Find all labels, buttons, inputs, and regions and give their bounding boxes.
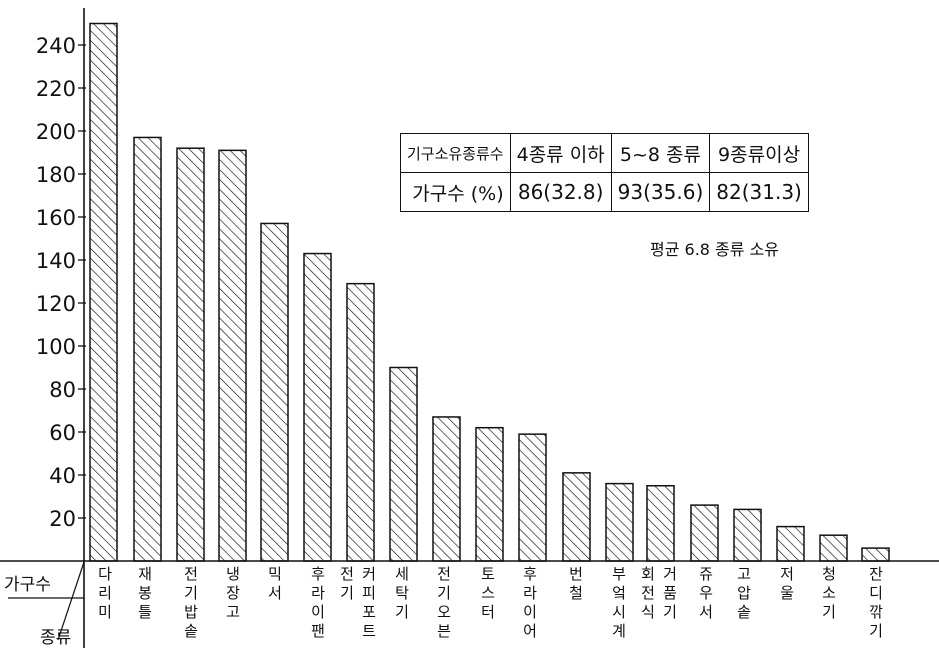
y-tick-label: 80: [49, 378, 76, 402]
bar-전기오븐: [432, 416, 461, 562]
table-column-header: 9종류이상: [709, 133, 809, 173]
table-column-header: 5~8 종류: [610, 133, 711, 173]
y-tick-label: 160: [36, 206, 76, 230]
table-row-label: 가구수 (%): [400, 172, 511, 212]
table-cell: 82(31.3): [709, 172, 809, 212]
bar-부엌시계: [605, 482, 634, 562]
y-tick-label: 180: [36, 163, 76, 187]
corner-label-types: 종류: [40, 628, 71, 648]
y-tick-label: 240: [36, 34, 76, 58]
bar-고압솥: [733, 508, 762, 562]
bar-전기밥솥: [176, 147, 205, 562]
y-tick-label: 200: [36, 120, 76, 144]
y-tick-label: 100: [36, 335, 76, 359]
bar-토스터: [475, 426, 504, 562]
corner-divider: [57, 561, 85, 641]
average-note: 평균 6.8 종류 소유: [650, 240, 780, 259]
ownership-summary-table: 기구소유종류수 4종류 이하 5~8 종류 9종류이상 가구수 (%) 86(3…: [400, 133, 809, 212]
table-cell: 93(35.6): [610, 172, 711, 212]
table-row: 가구수 (%) 86(32.8) 93(35.6) 82(31.3): [400, 172, 809, 212]
bar-후라이어: [518, 433, 547, 562]
bar-재봉틀: [133, 136, 162, 562]
bar-잔디깎기: [861, 547, 890, 562]
bar-다리미: [89, 22, 118, 562]
y-tick-label: 140: [36, 249, 76, 273]
y-tick-label: 20: [49, 507, 76, 531]
bar-후라이팬: [303, 252, 332, 562]
y-tick-label: 220: [36, 77, 76, 101]
y-tick-label: 40: [49, 464, 76, 488]
bar-믹서: [260, 222, 289, 562]
bar-청소기: [819, 534, 848, 562]
bar-쥬우서: [690, 504, 719, 562]
bar-냉장고: [218, 149, 247, 562]
bar-커피포트: [346, 282, 375, 562]
bar-번철: [562, 472, 591, 562]
table-row: 기구소유종류수 4종류 이하 5~8 종류 9종류이상: [400, 133, 809, 173]
bar-거품기: [646, 485, 675, 562]
table-column-header: 4종류 이하: [509, 133, 612, 173]
bar-세탁기: [389, 366, 418, 562]
y-tick-label: 120: [36, 292, 76, 316]
y-tick-label: 60: [49, 421, 76, 445]
bar-저울: [776, 525, 805, 562]
table-header-label: 기구소유종류수: [400, 133, 511, 173]
table-cell: 86(32.8): [509, 172, 612, 212]
corner-label-households: 가구수: [4, 575, 51, 595]
